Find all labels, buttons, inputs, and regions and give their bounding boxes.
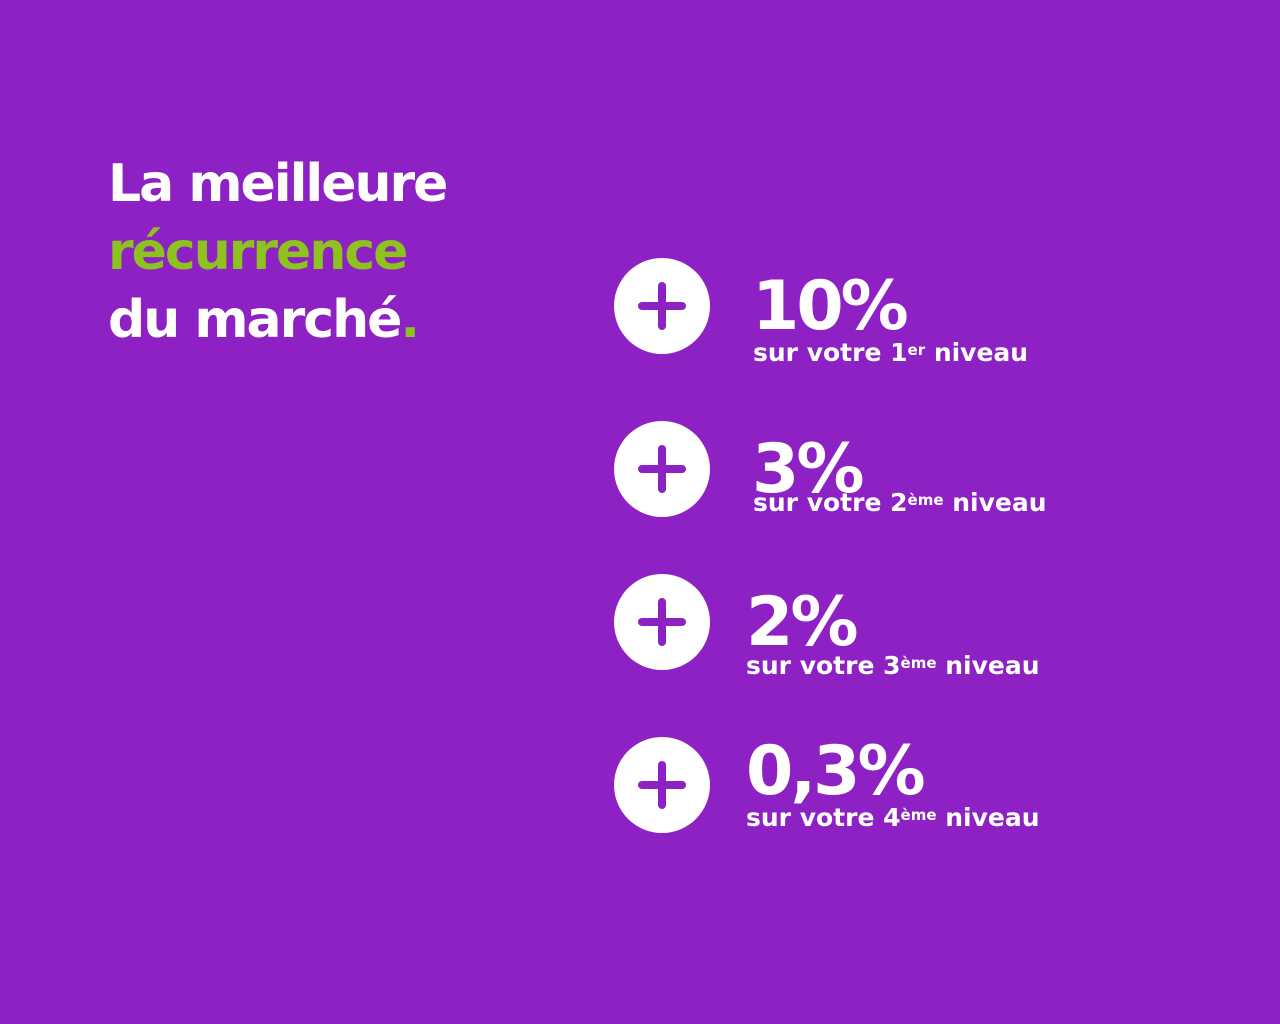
headline-line-1: La meilleure [108,154,448,214]
rate-description: sur votre 1er niveau [753,338,1029,367]
plus-icon [614,258,710,354]
rate-description: sur votre 4ème niveau [746,803,1040,832]
rate-value: 2% [746,583,858,662]
rate-value: 0,3% [746,732,926,811]
plus-icon [614,737,710,833]
rate-description: sur votre 3ème niveau [746,651,1040,680]
plus-icon [614,421,710,517]
headline-accent-dot: . [400,290,420,350]
plus-icon [614,574,710,670]
headline: La meilleure récurrence du marché. [108,150,448,354]
headline-line-3: du marché [108,290,402,350]
headline-line-2: récurrence [108,222,408,282]
rate-value: 10% [752,267,909,346]
rate-value: 3% [752,430,864,509]
headline-line-3-wrap: du marché. [108,286,446,354]
rate-description: sur votre 2ème niveau [753,488,1047,517]
